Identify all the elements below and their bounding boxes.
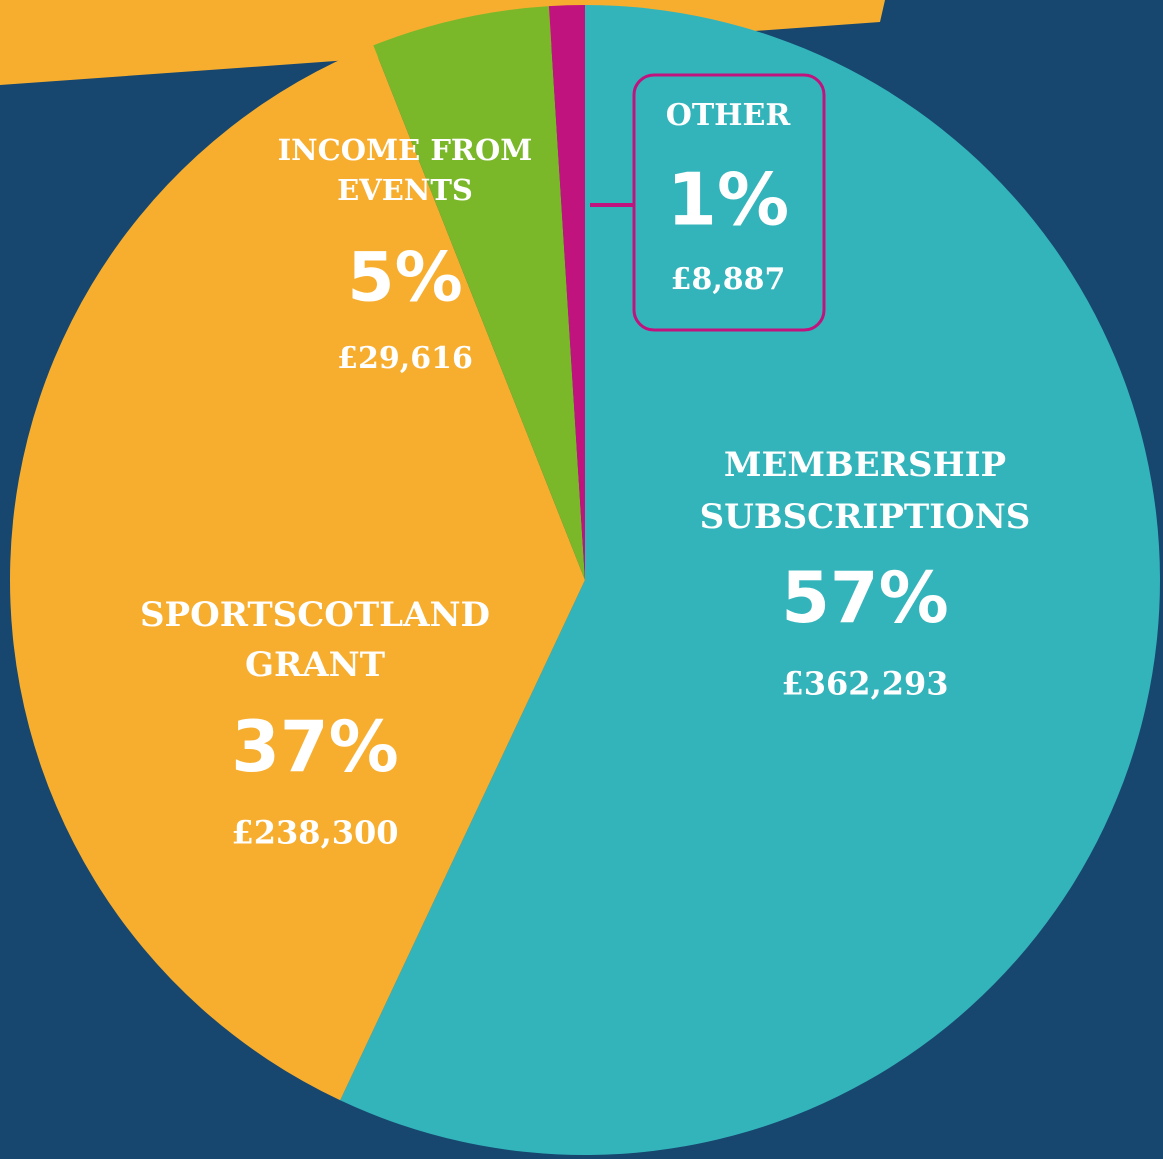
slices [10,5,1161,1155]
slice-percent: 37% [231,706,399,788]
slice-amount: £8,887 [671,262,786,297]
slice-percent: 57% [781,557,949,639]
pie-slice [373,6,585,580]
pie-slice [10,45,585,1101]
pie-slice [548,5,585,580]
slice-name: MEMBERSHIP [724,445,1006,485]
slice-name: INCOME FROM [278,133,533,167]
slice-amount: £362,293 [782,665,949,703]
slice-name: GRANT [245,645,385,685]
slice-name: EVENTS [337,173,473,207]
pie-slice [340,5,1161,1155]
slice-amount: £29,616 [337,341,473,376]
slice-percent: 1% [667,158,789,242]
label-box [632,73,826,332]
slice-name: SUBSCRIPTIONS [700,497,1031,537]
slice-amount: £238,300 [232,814,399,852]
labels: MEMBERSHIP SUBSCRIPTIONS 57% £362,293 SPORTS… [140,73,1031,852]
slice-name: SPORTSCOTLAND [140,595,490,635]
slice-name: OTHER [666,98,792,133]
slice-percent: 5% [347,239,462,318]
